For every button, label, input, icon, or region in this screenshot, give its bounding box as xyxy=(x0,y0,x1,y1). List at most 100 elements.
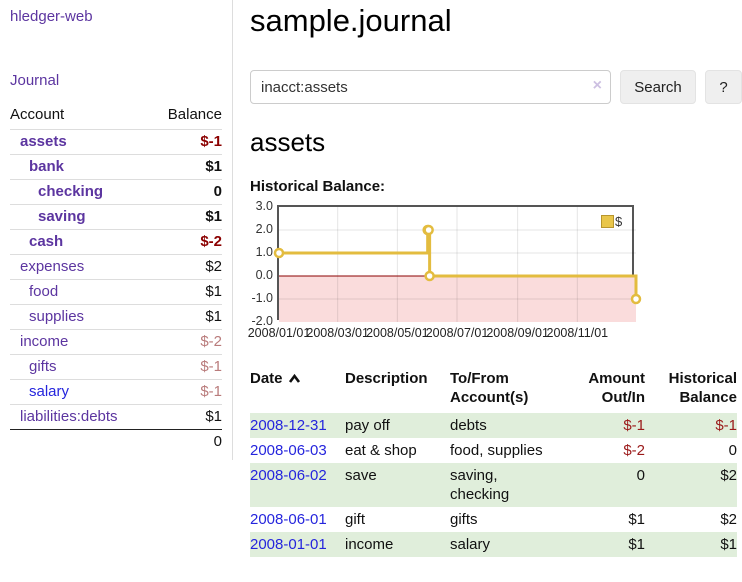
account-link[interactable]: expenses xyxy=(20,258,85,275)
transaction-row[interactable]: 2008-06-03 eat & shop food, supplies $-2… xyxy=(250,438,737,463)
x-axis-tick: 2008/01/01 xyxy=(247,326,311,340)
transaction-description: pay off xyxy=(345,413,450,438)
account-balance: $2 xyxy=(150,254,222,280)
x-axis-tick: 2008/07/01 xyxy=(425,326,489,340)
register-table-header: Date Description To/From Account(s) Amou… xyxy=(250,367,737,413)
transaction-row[interactable]: 2008-01-01 income salary $1 $1 xyxy=(250,532,737,557)
historical-balance-chart: 3.0 2.0 1.0 0.0 -1.0 -2.0 $ 2008/01/01 2… xyxy=(247,199,742,347)
transaction-balance: $2 xyxy=(720,511,737,528)
account-row-assets: assets $-1 xyxy=(10,130,222,155)
chart-legend: $ xyxy=(601,214,622,229)
account-link[interactable]: bank xyxy=(29,158,65,175)
tofrom-column-header: To/From Account(s) xyxy=(450,370,529,406)
help-button[interactable]: ? xyxy=(705,70,742,104)
account-balance: $-1 xyxy=(200,133,222,150)
historical-column-header: Historical Balance xyxy=(668,370,737,406)
transaction-date-link[interactable]: 2008-06-01 xyxy=(250,511,327,528)
transaction-amount: $-2 xyxy=(623,442,645,459)
account-balance: $1 xyxy=(150,204,222,230)
account-link[interactable]: food xyxy=(29,283,59,300)
account-balance: $1 xyxy=(150,304,222,330)
account-row-saving: saving $1 xyxy=(10,204,222,230)
transaction-date-link[interactable]: 2008-06-02 xyxy=(250,467,327,484)
register-table: Date Description To/From Account(s) Amou… xyxy=(250,367,737,557)
legend-label: $ xyxy=(615,214,623,229)
transaction-accounts: salary xyxy=(450,532,568,557)
transaction-row[interactable]: 2008-06-02 save saving, checking 0 $2 xyxy=(250,463,737,507)
transaction-amount: $-1 xyxy=(568,413,645,438)
transaction-accounts: saving, checking xyxy=(450,463,568,507)
transaction-accounts: debts xyxy=(450,413,568,438)
transaction-amount: 0 xyxy=(568,463,645,507)
sort-ascending-icon xyxy=(288,370,301,389)
transaction-date-link[interactable]: 2008-12-31 xyxy=(250,417,327,434)
chart-plot-svg xyxy=(273,207,642,322)
y-axis-tick: 0.0 xyxy=(255,268,273,282)
account-balance: $1 xyxy=(150,279,222,305)
account-link[interactable]: income xyxy=(20,333,69,350)
legend-swatch-icon xyxy=(601,215,614,228)
date-column-header[interactable]: Date xyxy=(250,367,345,413)
app-brand-link[interactable]: hledger-web xyxy=(10,8,93,25)
amount-column-header: Amount Out/In xyxy=(588,370,645,406)
account-balance: $1 xyxy=(150,154,222,180)
accounts-total-balance: 0 xyxy=(150,429,222,454)
page-title: sample.journal xyxy=(250,3,452,38)
account-link[interactable]: gifts xyxy=(29,358,57,375)
account-link[interactable]: cash xyxy=(29,233,64,250)
transaction-balance: $-1 xyxy=(645,413,737,438)
transaction-description: save xyxy=(345,463,450,507)
y-axis-tick: -2.0 xyxy=(251,314,273,328)
account-balance: $-1 xyxy=(150,379,222,405)
main-content: sample.journal × Search ? assets Histori… xyxy=(247,0,742,557)
accounts-table-header: Account Balance xyxy=(10,103,222,130)
search-input[interactable] xyxy=(250,70,611,104)
clear-search-icon[interactable]: × xyxy=(592,77,602,94)
account-row-expenses: expenses $2 xyxy=(10,254,222,280)
x-axis-tick: 2008/11/01 xyxy=(546,326,609,340)
y-axis-tick: 2.0 xyxy=(255,222,273,236)
transaction-row[interactable]: 2008-12-31 pay off debts $-1 $-1 xyxy=(250,413,737,438)
y-axis-tick: 3.0 xyxy=(255,199,273,213)
account-row-income: income $-2 xyxy=(10,329,222,355)
account-balance: 0 xyxy=(150,179,222,205)
account-link[interactable]: assets xyxy=(20,133,67,150)
account-link[interactable]: salary xyxy=(29,383,70,400)
search-bar: × Search ? xyxy=(250,70,742,104)
transaction-balance: 0 xyxy=(728,442,737,459)
chart-title: Historical Balance: xyxy=(250,178,386,195)
account-balance: $-2 xyxy=(150,229,222,255)
account-row-bank: bank $1 xyxy=(10,154,222,180)
account-row-liabilities-debts: liabilities:debts $1 xyxy=(10,404,222,430)
transaction-date-link[interactable]: 2008-01-01 xyxy=(250,536,327,553)
account-row-food: food $1 xyxy=(10,279,222,305)
x-axis-tick: 2008/03/01 xyxy=(306,326,369,340)
x-axis-tick: 2008/09/01 xyxy=(486,326,549,340)
account-heading: assets xyxy=(250,127,326,157)
sidebar-item-journal[interactable]: Journal xyxy=(10,72,60,89)
transaction-accounts: gifts xyxy=(450,511,478,528)
transaction-description: gift xyxy=(345,511,366,528)
sidebar: hledger-web Journal Account Balance asse… xyxy=(0,0,233,460)
description-column-header: Description xyxy=(345,370,428,387)
account-link[interactable]: saving xyxy=(38,208,86,225)
search-button[interactable]: Search xyxy=(620,70,696,104)
account-row-salary: salary $-1 xyxy=(10,379,222,405)
transaction-balance: $2 xyxy=(645,463,737,507)
transaction-amount: $1 xyxy=(568,532,645,557)
transaction-description: income xyxy=(345,532,450,557)
account-link[interactable]: checking xyxy=(38,183,104,200)
account-row-supplies: supplies $1 xyxy=(10,304,222,330)
transaction-balance: $1 xyxy=(645,532,737,557)
transaction-amount: $1 xyxy=(628,511,645,528)
account-balance: $-2 xyxy=(150,329,222,355)
account-link[interactable]: liabilities:debts xyxy=(20,408,118,425)
transaction-accounts: food, supplies xyxy=(450,442,543,459)
account-row-checking: checking 0 xyxy=(10,179,222,205)
account-link[interactable]: supplies xyxy=(29,308,85,325)
transaction-date-link[interactable]: 2008-06-03 xyxy=(250,442,327,459)
accounts-table: Account Balance assets $-1 bank $1 check… xyxy=(10,103,222,454)
chart-plot-area xyxy=(273,205,642,322)
y-axis-tick: -1.0 xyxy=(251,291,273,305)
transaction-row[interactable]: 2008-06-01 gift gifts $1 $2 xyxy=(250,507,737,532)
